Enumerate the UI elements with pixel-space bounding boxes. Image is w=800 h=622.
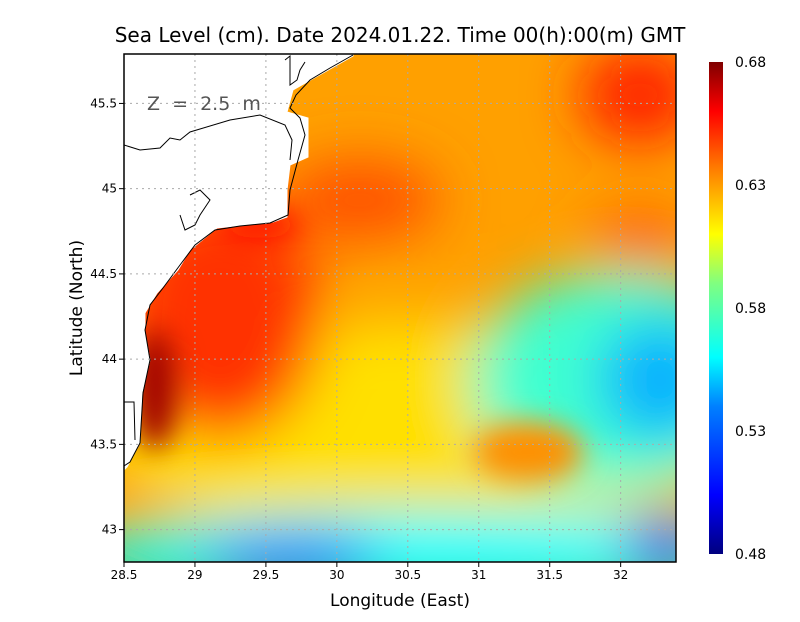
colorbar-tick-label: 0.68 bbox=[735, 55, 766, 71]
chart-title: Sea Level (cm). Date 2024.01.22. Time 00… bbox=[115, 23, 686, 47]
field-northeast-red bbox=[580, 54, 676, 145]
field-east-orange bbox=[590, 215, 676, 265]
field-north-red bbox=[280, 160, 440, 240]
x-tick-label: 30.5 bbox=[394, 568, 421, 582]
land-mask bbox=[124, 54, 354, 471]
colorbar-tick-label: 0.48 bbox=[735, 547, 766, 563]
field-south-blue bbox=[200, 538, 380, 562]
gridlines bbox=[124, 54, 676, 562]
y-tick-label: 45 bbox=[102, 182, 117, 196]
x-tick-label: 29 bbox=[187, 568, 202, 582]
x-tick-label: 31 bbox=[471, 568, 486, 582]
x-tick-label: 30 bbox=[329, 568, 344, 582]
depth-annotation: Z = 2.5 m bbox=[147, 93, 261, 115]
y-axis: 43 43.5 44 44.5 45 45.5 bbox=[90, 96, 124, 537]
colorbar-ticks: 0.68 0.63 0.58 0.53 0.48 bbox=[735, 55, 766, 563]
colorbar bbox=[709, 62, 723, 554]
x-tick-label: 29.5 bbox=[253, 568, 280, 582]
field-local-high bbox=[473, 422, 583, 482]
y-tick-label: 44 bbox=[102, 352, 117, 366]
x-tick-label: 32 bbox=[613, 568, 628, 582]
y-axis-label: Latitude (North) bbox=[67, 240, 87, 376]
field-southeast-blue bbox=[625, 515, 676, 562]
x-axis-label: Longitude (East) bbox=[330, 591, 470, 611]
field-east-blue bbox=[600, 320, 676, 440]
heatmap-field bbox=[124, 54, 676, 562]
y-tick-label: 43 bbox=[102, 523, 117, 537]
colorbar-tick-label: 0.53 bbox=[735, 424, 766, 440]
plot-frame bbox=[123, 53, 677, 563]
y-tick-label: 44.5 bbox=[90, 267, 117, 281]
x-tick-label: 31.5 bbox=[536, 568, 563, 582]
colorbar-tick-label: 0.63 bbox=[735, 178, 766, 194]
x-tick-label: 28.5 bbox=[111, 568, 138, 582]
y-tick-label: 43.5 bbox=[90, 437, 117, 451]
y-tick-label: 45.5 bbox=[90, 96, 117, 110]
colorbar-tick-label: 0.58 bbox=[735, 301, 766, 317]
x-axis: 28.5 29 29.5 30 30.5 31 31.5 32 bbox=[111, 562, 628, 582]
